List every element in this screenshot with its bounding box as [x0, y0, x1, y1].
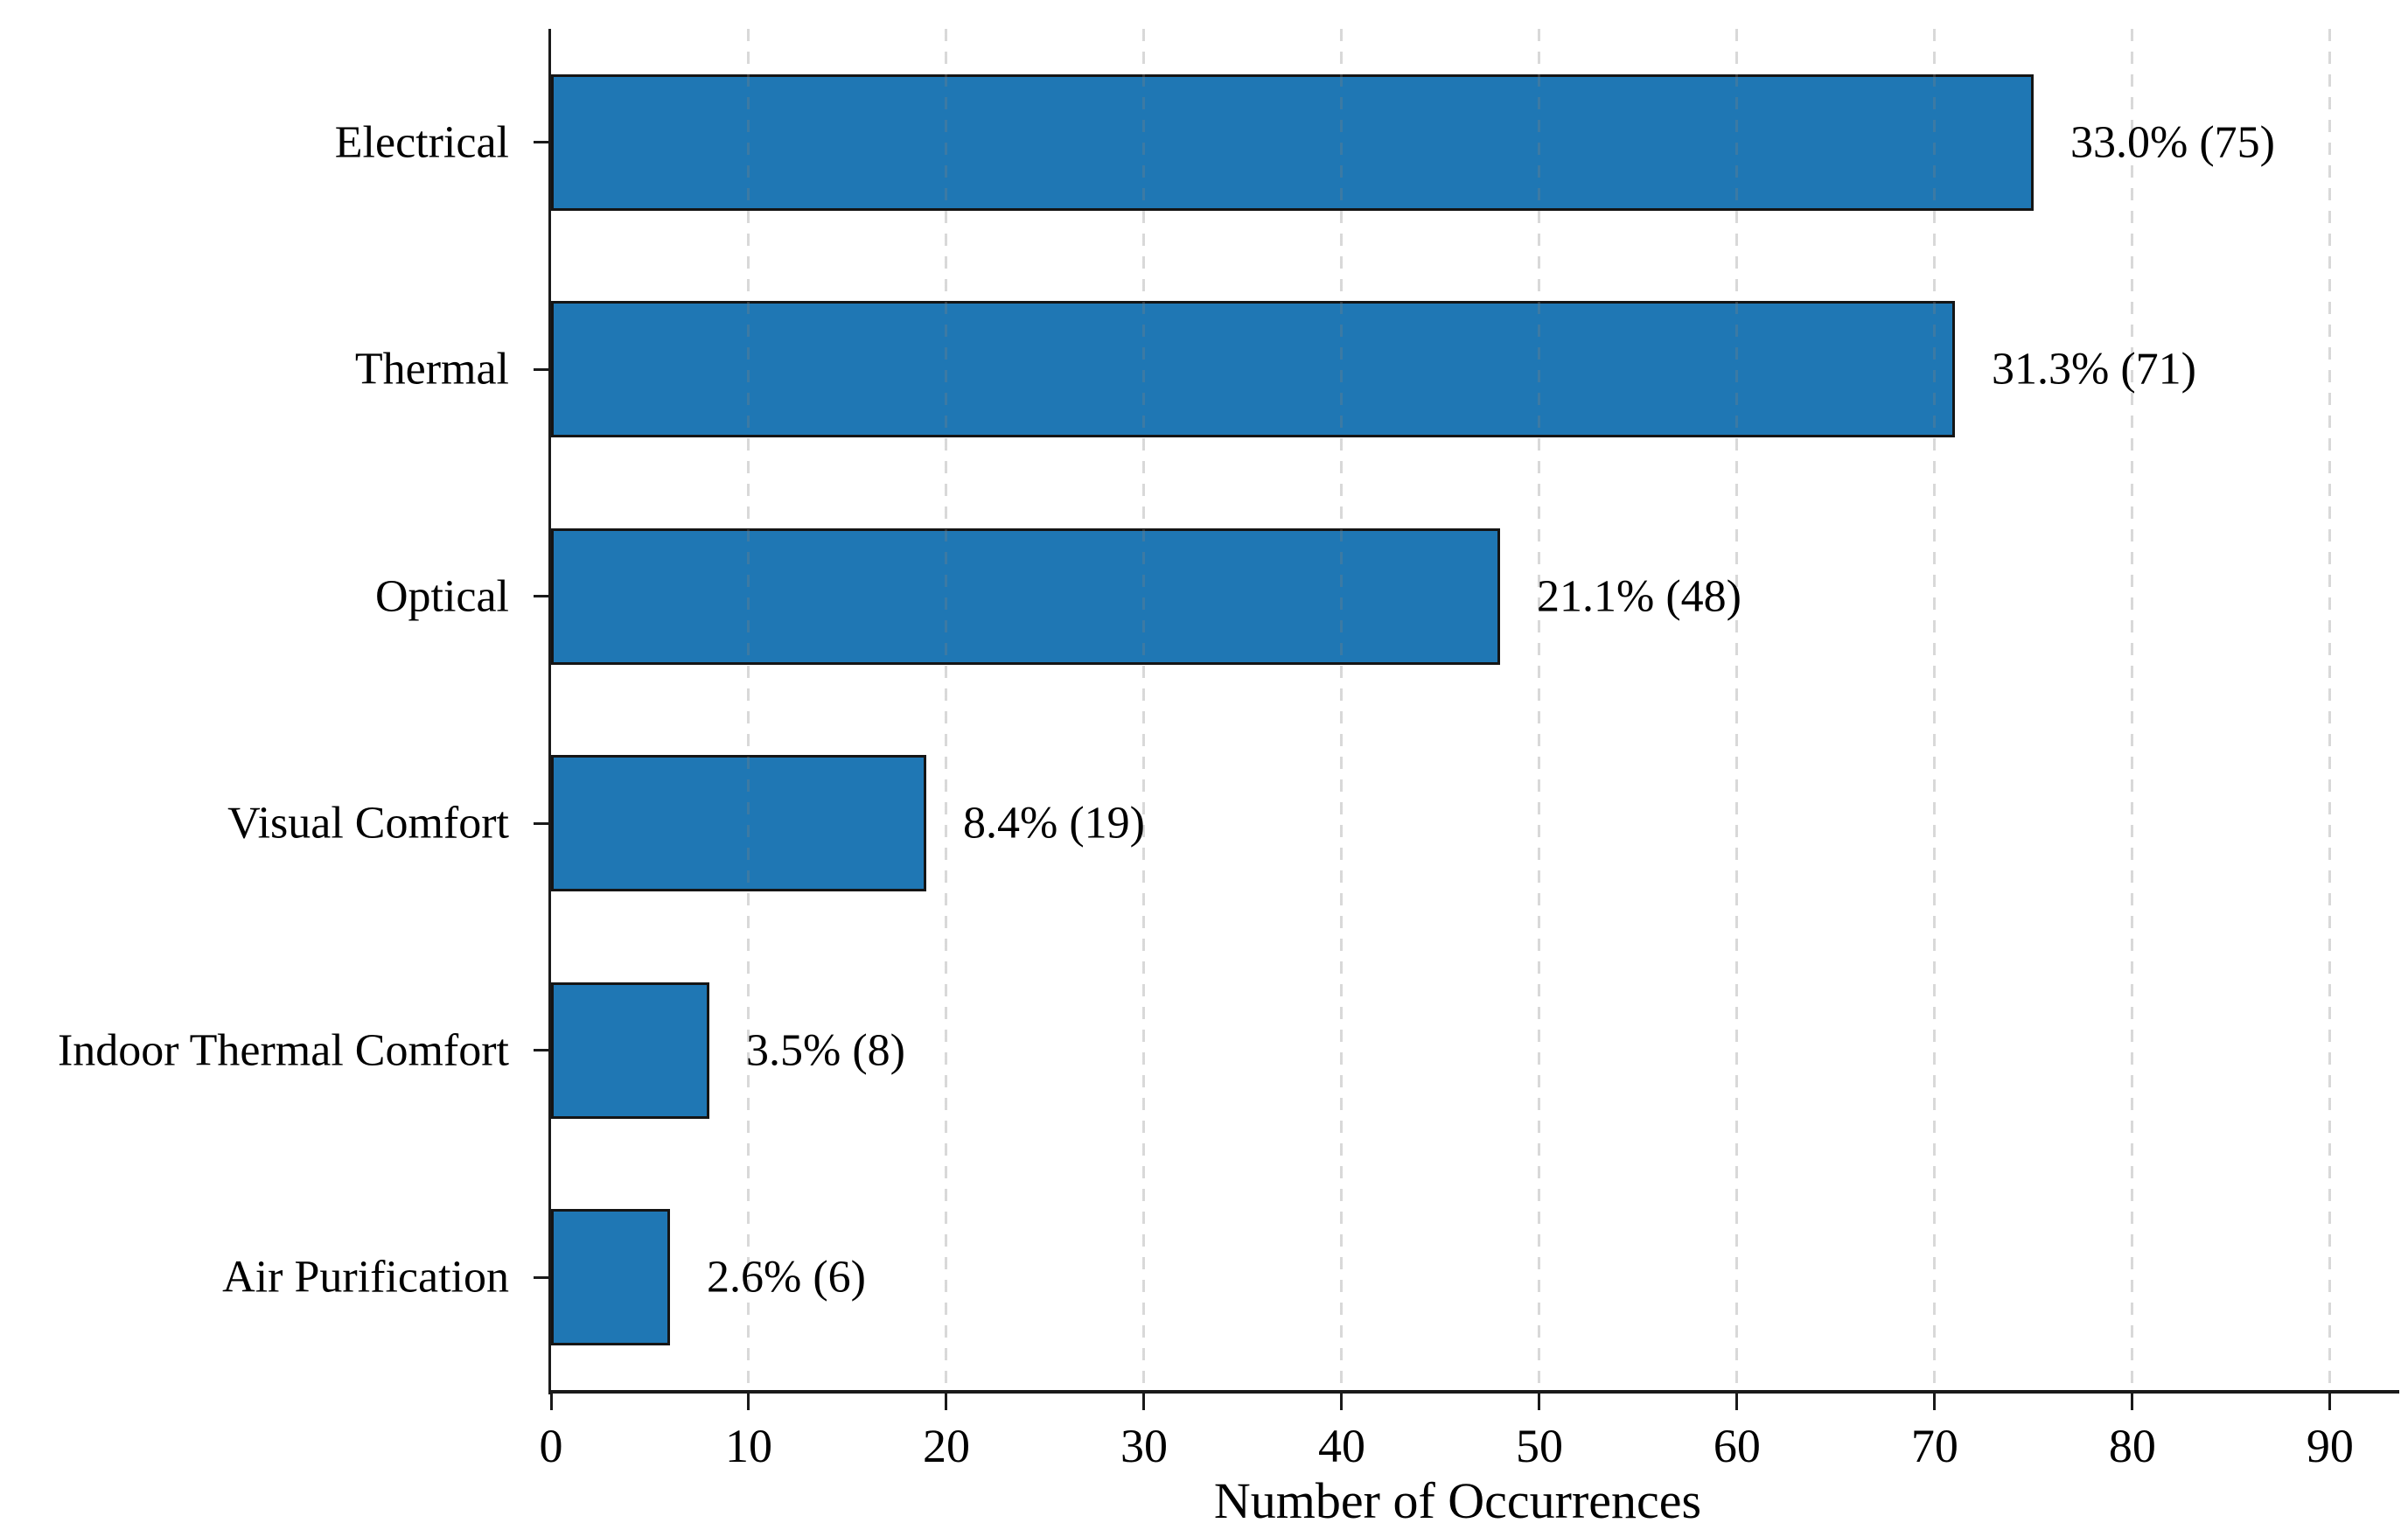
x-tick-label-70: 70: [1910, 1420, 1958, 1472]
x-tick-mark-70: [1933, 1391, 1937, 1410]
x-tick-label-80: 80: [2108, 1420, 2156, 1472]
y-axis-spine: [548, 29, 551, 1394]
y-tick-mark-electrical: [534, 141, 551, 143]
bar-visual-comfort: [551, 755, 926, 891]
x-tick-mark-0: [549, 1391, 553, 1410]
bar-value-label-thermal: 31.3% (71): [1992, 344, 2196, 395]
y-tick-label-air-purification: Air Purification: [222, 1252, 509, 1303]
bar-indoor-thermal-comfort: [551, 982, 709, 1119]
gridline-20: [945, 29, 948, 1391]
gridline-90: [2328, 29, 2332, 1391]
bar-value-label-electrical: 33.0% (75): [2070, 117, 2275, 168]
bar-value-label-air-purification: 2.6% (6): [707, 1252, 866, 1303]
y-tick-mark-indoor-thermal-comfort: [534, 1049, 551, 1051]
x-tick-label-90: 90: [2306, 1420, 2354, 1472]
x-tick-mark-20: [945, 1391, 948, 1410]
y-tick-mark-optical: [534, 595, 551, 597]
bar-electrical: [551, 74, 2034, 211]
x-axis-spine: [548, 1390, 2399, 1394]
gridline-40: [1340, 29, 1344, 1391]
bar-value-label-visual-comfort: 8.4% (19): [963, 798, 1145, 849]
bar-air-purification: [551, 1209, 670, 1345]
y-tick-label-electrical: Electrical: [334, 117, 509, 168]
x-tick-mark-80: [2131, 1391, 2134, 1410]
bar-value-label-indoor-thermal-comfort: 3.5% (8): [746, 1025, 905, 1076]
gridline-30: [1142, 29, 1146, 1391]
bar-thermal: [551, 301, 1955, 437]
x-axis-title: Number of Occurrences: [1213, 1472, 1702, 1529]
gridline-10: [747, 29, 750, 1391]
x-tick-mark-10: [747, 1391, 750, 1410]
gridline-50: [1538, 29, 1541, 1391]
x-tick-label-30: 30: [1120, 1420, 1168, 1472]
x-tick-mark-30: [1142, 1391, 1146, 1410]
y-tick-mark-visual-comfort: [534, 822, 551, 825]
x-tick-mark-40: [1340, 1391, 1344, 1410]
gridline-60: [1735, 29, 1739, 1391]
x-tick-label-20: 20: [922, 1420, 970, 1472]
y-tick-mark-air-purification: [534, 1276, 551, 1279]
x-tick-mark-50: [1538, 1391, 1541, 1410]
x-tick-label-60: 60: [1713, 1420, 1761, 1472]
x-tick-label-40: 40: [1317, 1420, 1365, 1472]
y-tick-mark-thermal: [534, 368, 551, 371]
y-tick-label-indoor-thermal-comfort: Indoor Thermal Comfort: [57, 1025, 509, 1076]
bar-value-label-optical: 21.1% (48): [1537, 571, 1741, 622]
x-tick-label-50: 50: [1515, 1420, 1563, 1472]
x-tick-label-0: 0: [539, 1420, 563, 1472]
x-tick-mark-90: [2328, 1391, 2332, 1410]
y-tick-label-visual-comfort: Visual Comfort: [227, 798, 509, 849]
x-tick-mark-60: [1735, 1391, 1739, 1410]
gridline-80: [2131, 29, 2134, 1391]
gridline-70: [1933, 29, 1937, 1391]
x-tick-label-10: 10: [724, 1420, 772, 1472]
y-tick-label-optical: Optical: [374, 571, 509, 622]
y-tick-label-thermal: Thermal: [354, 344, 509, 395]
bar-optical: [551, 528, 1500, 665]
